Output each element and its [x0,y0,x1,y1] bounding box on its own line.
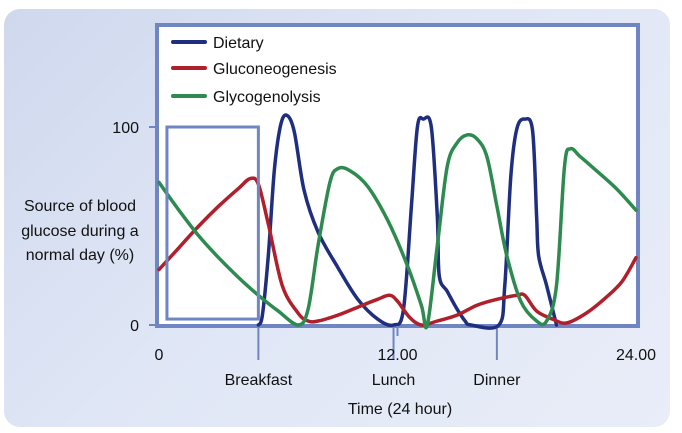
meal-label-lunch: Lunch [372,372,416,389]
meal-labels: Breakfast Lunch Dinner [225,372,522,389]
highlight-layer [165,125,260,321]
x-axis-label: Time (24 hour) [348,401,452,418]
y-tick-label-1: 100 [112,120,139,137]
legend-label-dietary: Dietary [213,35,264,52]
y-axis-label-line-2: glucose during a [21,223,139,240]
tick-labels: 0 100 0 12.00 24.00 [112,120,656,364]
y-axis-label-line-3: normal day (%) [26,247,134,264]
y-axis-label-line-1: Source of blood [24,198,136,215]
series-layer [157,113,638,330]
highlight-box [165,125,260,321]
legend: Dietary Gluconeogenesis Glycogenolysis [171,35,337,106]
x-tick-label-2: 24.00 [616,347,656,364]
series-line-glycogenolysis [157,133,638,330]
y-tick-label-0: 0 [130,318,139,335]
meal-label-dinner: Dinner [473,372,521,389]
series-line-dietary [256,113,559,330]
x-tick-label-1: 12.00 [377,347,417,364]
meal-label-breakfast: Breakfast [225,372,293,389]
x-tick-label-0: 0 [155,347,164,364]
legend-label-gluconeogenesis: Gluconeogenesis [213,61,337,78]
meal-marker-lines [257,326,498,360]
axis-ticks [149,126,399,336]
legend-label-glycogenolysis: Glycogenolysis [213,89,321,106]
series-line-gluconeogenesis [157,176,638,327]
